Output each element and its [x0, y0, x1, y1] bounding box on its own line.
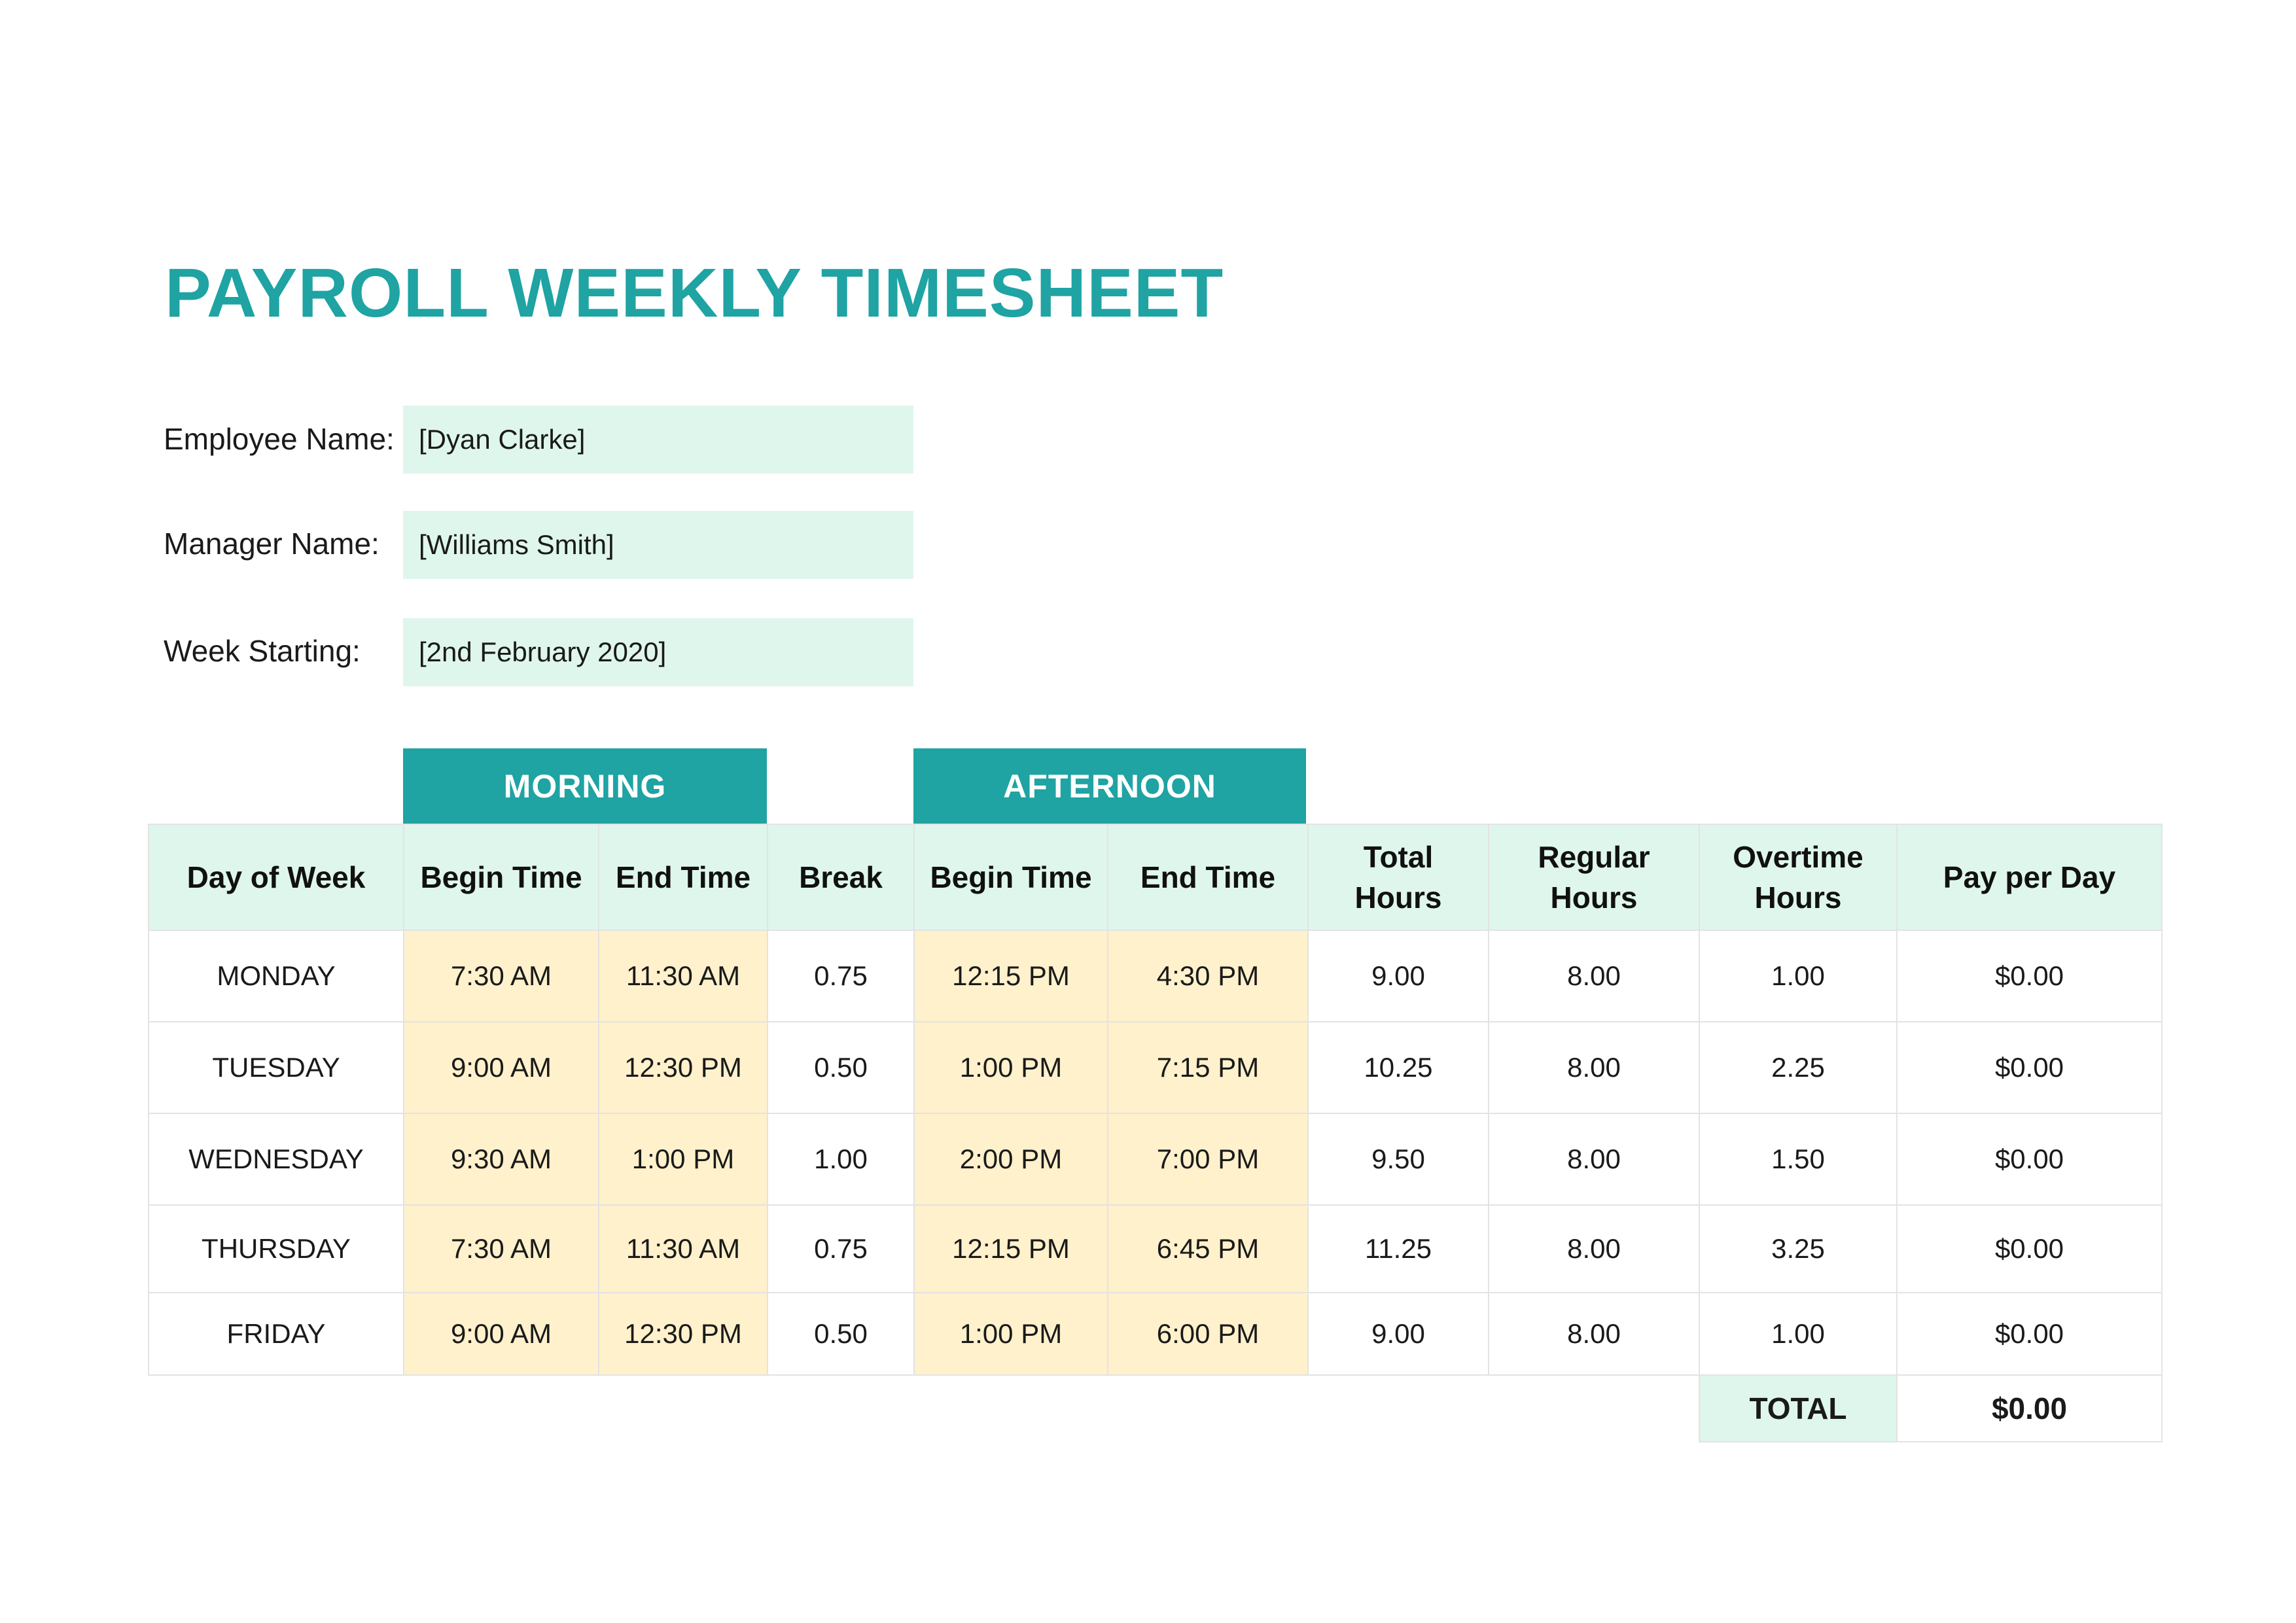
- column-header-morning-begin: Begin Time: [403, 824, 599, 931]
- pay-per-day-cell[interactable]: $0.00: [1896, 1113, 2163, 1206]
- overtime-hours-cell[interactable]: 3.25: [1699, 1204, 1898, 1293]
- regular-hours-cell[interactable]: 8.00: [1488, 1021, 1700, 1114]
- page-title: PAYROLL WEEKLY TIMESHEET: [165, 254, 1224, 332]
- afternoon-end-cell[interactable]: 7:00 PM: [1107, 1113, 1309, 1206]
- morning-end-cell[interactable]: 12:30 PM: [598, 1021, 768, 1114]
- employee-name-field[interactable]: [Dyan Clarke]: [403, 406, 913, 474]
- afternoon-end-cell[interactable]: 4:30 PM: [1107, 930, 1309, 1022]
- pay-per-day-cell[interactable]: $0.00: [1896, 1021, 2163, 1114]
- week-starting-field[interactable]: [2nd February 2020]: [403, 618, 913, 686]
- employee-name-label: Employee Name:: [164, 422, 395, 456]
- morning-begin-cell[interactable]: 9:30 AM: [403, 1113, 599, 1206]
- table-row: MONDAY 7:30 AM 11:30 AM 0.75 12:15 PM 4:…: [148, 930, 2163, 1022]
- timesheet-table: Day of Week Begin Time End Time Break Be…: [148, 824, 2163, 1442]
- total-hours-cell[interactable]: 9.50: [1307, 1113, 1489, 1206]
- column-header-pay-per-day: Pay per Day: [1896, 824, 2163, 931]
- break-cell[interactable]: 0.75: [767, 1204, 915, 1293]
- morning-begin-cell[interactable]: 7:30 AM: [403, 930, 599, 1022]
- column-header-morning-end: End Time: [598, 824, 768, 931]
- table-header-row: Day of Week Begin Time End Time Break Be…: [148, 824, 2163, 931]
- column-header-break: Break: [767, 824, 915, 931]
- table-row: WEDNESDAY 9:30 AM 1:00 PM 1.00 2:00 PM 7…: [148, 1113, 2163, 1206]
- total-value[interactable]: $0.00: [1896, 1374, 2163, 1442]
- afternoon-end-cell[interactable]: 6:00 PM: [1107, 1292, 1309, 1376]
- morning-end-cell[interactable]: 11:30 AM: [598, 930, 768, 1022]
- morning-end-cell[interactable]: 12:30 PM: [598, 1292, 768, 1376]
- day-cell[interactable]: WEDNESDAY: [148, 1113, 404, 1206]
- column-header-afternoon-begin: Begin Time: [913, 824, 1108, 931]
- break-cell[interactable]: 1.00: [767, 1113, 915, 1206]
- morning-section-header: MORNING: [403, 748, 767, 824]
- total-hours-cell[interactable]: 11.25: [1307, 1204, 1489, 1293]
- break-cell[interactable]: 0.50: [767, 1021, 915, 1114]
- column-header-total-hours: Total Hours: [1307, 824, 1489, 931]
- day-cell[interactable]: THURSDAY: [148, 1204, 404, 1293]
- morning-end-cell[interactable]: 11:30 AM: [598, 1204, 768, 1293]
- afternoon-end-cell[interactable]: 6:45 PM: [1107, 1204, 1309, 1293]
- total-label: TOTAL: [1699, 1374, 1898, 1442]
- afternoon-begin-cell[interactable]: 1:00 PM: [913, 1292, 1108, 1376]
- overtime-hours-cell[interactable]: 1.00: [1699, 930, 1898, 1022]
- afternoon-begin-cell[interactable]: 12:15 PM: [913, 1204, 1108, 1293]
- morning-end-cell[interactable]: 1:00 PM: [598, 1113, 768, 1206]
- overtime-hours-cell[interactable]: 2.25: [1699, 1021, 1898, 1114]
- overtime-hours-cell[interactable]: 1.00: [1699, 1292, 1898, 1376]
- pay-per-day-cell[interactable]: $0.00: [1896, 1204, 2163, 1293]
- morning-begin-cell[interactable]: 9:00 AM: [403, 1292, 599, 1376]
- regular-hours-cell[interactable]: 8.00: [1488, 930, 1700, 1022]
- regular-hours-cell[interactable]: 8.00: [1488, 1292, 1700, 1376]
- break-cell[interactable]: 0.75: [767, 930, 915, 1022]
- afternoon-end-cell[interactable]: 7:15 PM: [1107, 1021, 1309, 1114]
- day-cell[interactable]: FRIDAY: [148, 1292, 404, 1376]
- total-hours-cell[interactable]: 9.00: [1307, 930, 1489, 1022]
- manager-name-field[interactable]: [Williams Smith]: [403, 511, 913, 579]
- regular-hours-cell[interactable]: 8.00: [1488, 1204, 1700, 1293]
- table-row: FRIDAY 9:00 AM 12:30 PM 0.50 1:00 PM 6:0…: [148, 1292, 2163, 1376]
- break-cell[interactable]: 0.50: [767, 1292, 915, 1376]
- column-header-afternoon-end: End Time: [1107, 824, 1309, 931]
- overtime-hours-cell[interactable]: 1.50: [1699, 1113, 1898, 1206]
- column-header-day: Day of Week: [148, 824, 404, 931]
- total-hours-cell[interactable]: 9.00: [1307, 1292, 1489, 1376]
- afternoon-begin-cell[interactable]: 1:00 PM: [913, 1021, 1108, 1114]
- day-cell[interactable]: TUESDAY: [148, 1021, 404, 1114]
- week-starting-label: Week Starting:: [164, 634, 361, 668]
- table-row: THURSDAY 7:30 AM 11:30 AM 0.75 12:15 PM …: [148, 1204, 2163, 1293]
- afternoon-begin-cell[interactable]: 2:00 PM: [913, 1113, 1108, 1206]
- total-hours-cell[interactable]: 10.25: [1307, 1021, 1489, 1114]
- day-cell[interactable]: MONDAY: [148, 930, 404, 1022]
- afternoon-section-header: AFTERNOON: [913, 748, 1306, 824]
- table-row: TUESDAY 9:00 AM 12:30 PM 0.50 1:00 PM 7:…: [148, 1021, 2163, 1114]
- column-header-overtime-hours: Overtime Hours: [1699, 824, 1898, 931]
- morning-begin-cell[interactable]: 9:00 AM: [403, 1021, 599, 1114]
- regular-hours-cell[interactable]: 8.00: [1488, 1113, 1700, 1206]
- pay-per-day-cell[interactable]: $0.00: [1896, 930, 2163, 1022]
- manager-name-label: Manager Name:: [164, 527, 380, 561]
- morning-begin-cell[interactable]: 7:30 AM: [403, 1204, 599, 1293]
- pay-per-day-cell[interactable]: $0.00: [1896, 1292, 2163, 1376]
- total-row-spacer: [149, 1374, 1699, 1442]
- column-header-regular-hours: Regular Hours: [1488, 824, 1700, 931]
- afternoon-begin-cell[interactable]: 12:15 PM: [913, 930, 1108, 1022]
- total-row: TOTAL $0.00: [149, 1374, 2163, 1442]
